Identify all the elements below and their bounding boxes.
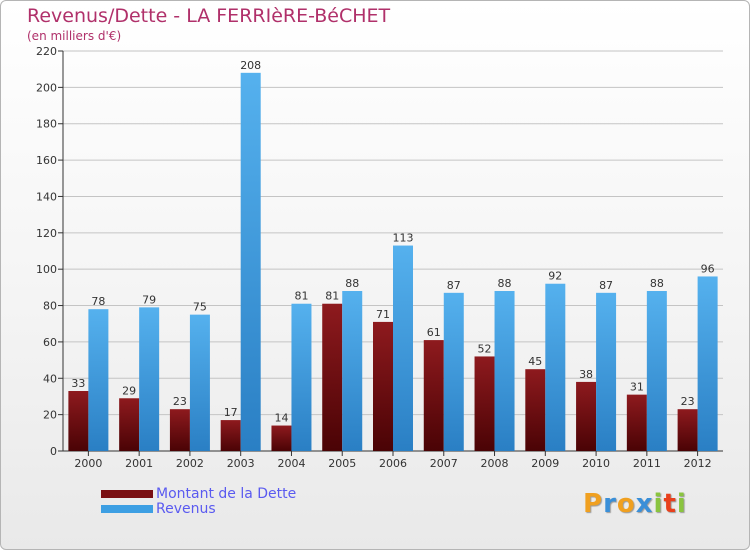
y-tick-label: 140 (36, 190, 57, 203)
data-label-dette: 29 (122, 384, 136, 397)
data-label-revenus: 208 (240, 59, 261, 72)
bar-revenus (342, 291, 363, 451)
x-tick-label: 2011 (633, 457, 661, 470)
bar-dette (119, 398, 140, 451)
bar-revenus (88, 309, 109, 451)
x-tick-label: 2002 (176, 457, 204, 470)
x-tick-label: 2005 (328, 457, 356, 470)
legend-label-dette: Montant de la Dette (156, 486, 297, 502)
logo-letter: P (583, 489, 604, 519)
logo-letter: r (603, 489, 617, 519)
chart-subtitle: (en milliers d'€) (27, 29, 122, 43)
x-tick-label: 2001 (125, 457, 153, 470)
bar-dette (423, 340, 444, 451)
bar-revenus (646, 291, 667, 451)
x-tick-label: 2009 (531, 457, 559, 470)
data-label-dette: 71 (376, 308, 390, 321)
legend-swatch-dette (101, 490, 153, 498)
y-tick-label: 60 (43, 336, 57, 349)
chart-title: Revenus/Dette - LA FERRIèRE-BéCHET (27, 5, 391, 27)
bar-dette (169, 409, 190, 451)
bar-dette (322, 303, 343, 451)
data-label-revenus: 87 (447, 279, 461, 292)
data-label-revenus: 88 (345, 277, 359, 290)
data-label-revenus: 87 (599, 279, 613, 292)
bar-revenus (545, 283, 566, 451)
data-label-dette: 38 (579, 368, 593, 381)
y-tick-label: 80 (43, 300, 57, 313)
data-label-dette: 52 (478, 342, 492, 355)
logo-letter: x (635, 489, 654, 519)
data-label-dette: 45 (528, 355, 542, 368)
logo-letter: o (616, 489, 636, 519)
y-tick-label: 100 (36, 263, 57, 276)
data-label-dette: 14 (274, 412, 288, 425)
y-tick-label: 160 (36, 154, 57, 167)
x-tick-label: 2000 (74, 457, 102, 470)
x-tick-label: 2003 (227, 457, 255, 470)
bar-dette (220, 420, 241, 451)
bar-revenus (596, 292, 617, 451)
bar-revenus (291, 303, 312, 451)
y-tick-label: 180 (36, 118, 57, 131)
x-tick-label: 2008 (481, 457, 509, 470)
data-label-dette: 33 (71, 377, 85, 390)
y-tick-label: 120 (36, 227, 57, 240)
data-label-revenus: 113 (393, 232, 414, 245)
proxiti-logo: Proxiti (583, 489, 687, 519)
bar-dette (677, 409, 698, 451)
y-tick-label: 40 (43, 372, 57, 385)
bar-revenus (697, 276, 718, 451)
data-label-revenus: 92 (548, 270, 562, 283)
legend-swatch-revenus (101, 505, 153, 513)
bar-dette (525, 369, 546, 451)
x-tick-label: 2012 (684, 457, 712, 470)
y-tick-label: 0 (50, 445, 57, 458)
data-label-dette: 31 (630, 381, 644, 394)
bar-revenus (240, 72, 261, 452)
bar-dette (626, 394, 647, 451)
y-tick-label: 220 (36, 45, 57, 58)
x-tick-label: 2010 (582, 457, 610, 470)
bar-dette (474, 356, 495, 451)
x-tick-label: 2004 (277, 457, 305, 470)
bar-revenus (443, 292, 464, 451)
data-label-dette: 23 (681, 395, 695, 408)
logo-letter: t (663, 489, 677, 519)
y-tick-label: 200 (36, 81, 57, 94)
data-label-revenus: 88 (498, 277, 512, 290)
data-label-dette: 61 (427, 326, 441, 339)
data-label-revenus: 81 (294, 290, 308, 303)
bar-dette (68, 391, 89, 451)
data-label-revenus: 75 (193, 301, 207, 314)
bar-dette (373, 321, 393, 451)
bar-revenus (139, 307, 160, 451)
y-tick-label: 20 (43, 409, 57, 422)
data-label-dette: 23 (173, 395, 187, 408)
bar-revenus (393, 245, 413, 451)
data-label-revenus: 96 (701, 262, 715, 275)
bar-dette (576, 381, 597, 451)
data-label-revenus: 88 (650, 277, 664, 290)
legend-label-revenus: Revenus (156, 501, 216, 517)
x-tick-label: 2007 (430, 457, 458, 470)
x-tick-label: 2006 (379, 457, 407, 470)
bar-revenus (189, 314, 210, 451)
data-label-dette: 81 (325, 290, 339, 303)
data-label-revenus: 79 (142, 293, 156, 306)
data-label-revenus: 78 (91, 295, 105, 308)
logo-letter: i (676, 489, 687, 519)
logo-letter: i (653, 489, 664, 519)
bar-dette (271, 425, 292, 451)
data-label-dette: 17 (224, 406, 238, 419)
bar-revenus (494, 291, 515, 451)
